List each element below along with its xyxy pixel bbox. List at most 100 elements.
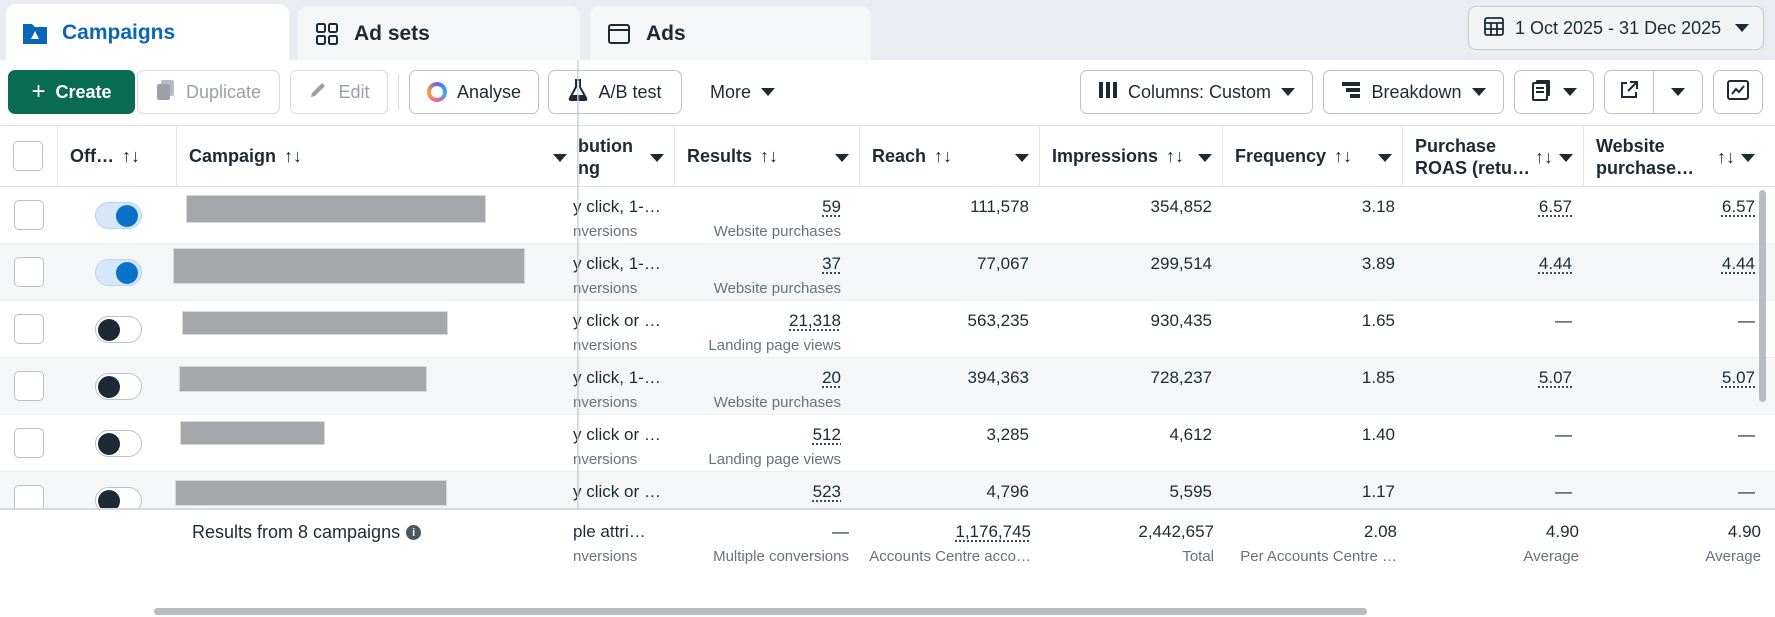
results-value[interactable]: 59 — [822, 197, 841, 216]
website-roas-value: — — [1738, 425, 1755, 444]
tab-ads-label: Ads — [646, 22, 686, 45]
tab-ads[interactable]: Ads — [590, 6, 871, 62]
results-value[interactable]: 512 — [812, 425, 841, 444]
frequency-value: 1.85 — [1361, 368, 1395, 387]
campaign-toggle[interactable] — [95, 430, 142, 457]
results-value[interactable]: 523 — [812, 482, 841, 501]
ab-test-button[interactable]: A/B test — [548, 70, 682, 114]
purchase-roas-value[interactable]: 5.07 — [1538, 368, 1572, 387]
grid-icon — [314, 21, 340, 47]
header-results[interactable]: Results ↑↓ — [675, 126, 860, 187]
campaigns-folder-icon — [22, 20, 48, 46]
header-impressions[interactable]: Impressions ↑↓ — [1040, 126, 1223, 187]
header-attribution-line1: bution — [578, 135, 633, 156]
website-roas-value[interactable]: 4.44 — [1721, 254, 1755, 273]
sort-icon: ↑↓ — [934, 146, 953, 166]
select-all-checkbox[interactable] — [13, 141, 43, 171]
more-button-label: More — [709, 81, 751, 102]
website-roas-value: — — [1738, 311, 1755, 330]
reach-value: 77,067 — [977, 254, 1029, 273]
row-checkbox[interactable] — [14, 371, 44, 401]
results-value[interactable]: 37 — [822, 254, 841, 273]
website-roas-value[interactable]: 6.57 — [1721, 197, 1755, 216]
date-range-picker[interactable]: 1 Oct 2025 - 31 Dec 2025 — [1468, 6, 1764, 50]
header-attribution[interactable]: bution ng — [578, 126, 675, 187]
campaign-toggle[interactable] — [95, 373, 142, 400]
reach-value: 4,796 — [986, 482, 1029, 501]
export-button[interactable] — [1604, 70, 1654, 114]
reports-button[interactable] — [1514, 70, 1594, 114]
external-link-icon — [1619, 80, 1639, 105]
table-row[interactable]: y click or … nversions 21,318 Landing pa… — [0, 301, 1775, 358]
summary-results: — — [832, 522, 849, 541]
toolbar: + Create Duplicate Edit Analyse A — [0, 60, 1775, 124]
summary-results-sub: Multiple conversions — [713, 548, 849, 565]
breakdown-button[interactable]: Breakdown — [1323, 70, 1504, 114]
row-checkbox[interactable] — [14, 200, 44, 230]
more-button[interactable]: More — [696, 70, 789, 114]
header-purchase-roas-label: Purchase ROAS (retu… — [1415, 135, 1530, 179]
columns-button-label: Columns: Custom — [1127, 81, 1272, 102]
chevron-down-icon — [650, 154, 664, 162]
columns-button[interactable]: Columns: Custom — [1080, 70, 1313, 114]
reach-value: 111,578 — [970, 197, 1029, 216]
chevron-down-icon — [1563, 88, 1577, 96]
campaign-toggle[interactable] — [95, 202, 142, 229]
table-row[interactable]: y click, 1-… nversions 59 Website purcha… — [0, 187, 1775, 244]
header-website-roas[interactable]: Website purchase… ↑↓ — [1584, 126, 1775, 187]
header-off-on[interactable]: Off… ↑↓ — [58, 126, 177, 187]
frequency-value: 1.40 — [1361, 425, 1395, 444]
chevron-down-icon — [553, 154, 567, 162]
summary-row: Results from 8 campaigns i ple attri… nv… — [0, 508, 1775, 604]
redacted-campaign-name — [173, 248, 525, 284]
create-button[interactable]: + Create — [8, 70, 135, 114]
info-icon[interactable]: i — [406, 525, 422, 540]
header-reach[interactable]: Reach ↑↓ — [860, 126, 1040, 187]
row-checkbox[interactable] — [14, 428, 44, 458]
toggle-knob — [98, 433, 120, 455]
website-roas-value[interactable]: 5.07 — [1721, 368, 1755, 387]
table-row[interactable]: y click, 1-… nversions 20 Website purcha… — [0, 358, 1775, 415]
chevron-down-icon — [1015, 154, 1029, 162]
summary-impressions-sub: Total — [1182, 548, 1214, 565]
header-select-all — [0, 126, 58, 187]
results-type: Website purchases — [713, 280, 841, 297]
redacted-campaign-name — [175, 480, 447, 506]
header-frequency[interactable]: Frequency ↑↓ — [1223, 126, 1403, 187]
charts-button[interactable] — [1713, 70, 1763, 114]
toggle-knob — [98, 319, 120, 341]
row-checkbox[interactable] — [14, 257, 44, 287]
tab-campaigns-label: Campaigns — [62, 21, 176, 44]
header-campaign[interactable]: Campaign ↑↓ — [177, 126, 578, 187]
tab-ad-sets-label: Ad sets — [354, 22, 430, 45]
summary-website-roas-sub: Average — [1705, 548, 1761, 565]
purchase-roas-value[interactable]: 6.57 — [1538, 197, 1572, 216]
calendar-icon — [1483, 15, 1505, 42]
header-campaign-label: Campaign — [189, 146, 277, 166]
tab-ad-sets[interactable]: Ad sets — [298, 6, 580, 62]
table-row[interactable]: y click or … nversions 512 Landing page … — [0, 415, 1775, 472]
results-value[interactable]: 21,318 — [789, 311, 841, 330]
tab-campaigns[interactable]: Campaigns — [6, 4, 289, 62]
duplicate-button[interactable]: Duplicate — [137, 70, 280, 114]
impressions-value: 930,435 — [1150, 311, 1212, 330]
analyse-button[interactable]: Analyse — [409, 70, 539, 114]
attribution-setting: y click or … — [573, 425, 661, 444]
results-value[interactable]: 20 — [822, 368, 841, 387]
row-checkbox[interactable] — [14, 314, 44, 344]
website-roas-value: — — [1738, 482, 1755, 501]
summary-reach[interactable]: 1,176,745 — [955, 522, 1031, 541]
purchase-roas-value[interactable]: 4.44 — [1538, 254, 1572, 273]
horizontal-scrollbar[interactable] — [154, 608, 1367, 615]
header-purchase-roas[interactable]: Purchase ROAS (retu… ↑↓ — [1403, 126, 1584, 187]
table-row[interactable]: y click, 1-… nversions 37 Website purcha… — [0, 244, 1775, 301]
attribution-setting-sub: nversions — [573, 280, 638, 297]
campaign-toggle[interactable] — [95, 259, 142, 286]
campaign-toggle[interactable] — [95, 316, 142, 343]
impressions-value: 299,514 — [1150, 254, 1212, 273]
edit-button[interactable]: Edit — [290, 70, 388, 114]
columns-icon — [1098, 81, 1118, 104]
export-dropdown-button[interactable] — [1653, 70, 1703, 114]
table-header: Off… ↑↓ Campaign ↑↓ bution ng Results ↑↓ — [0, 125, 1775, 187]
vertical-scrollbar[interactable] — [1759, 190, 1766, 402]
